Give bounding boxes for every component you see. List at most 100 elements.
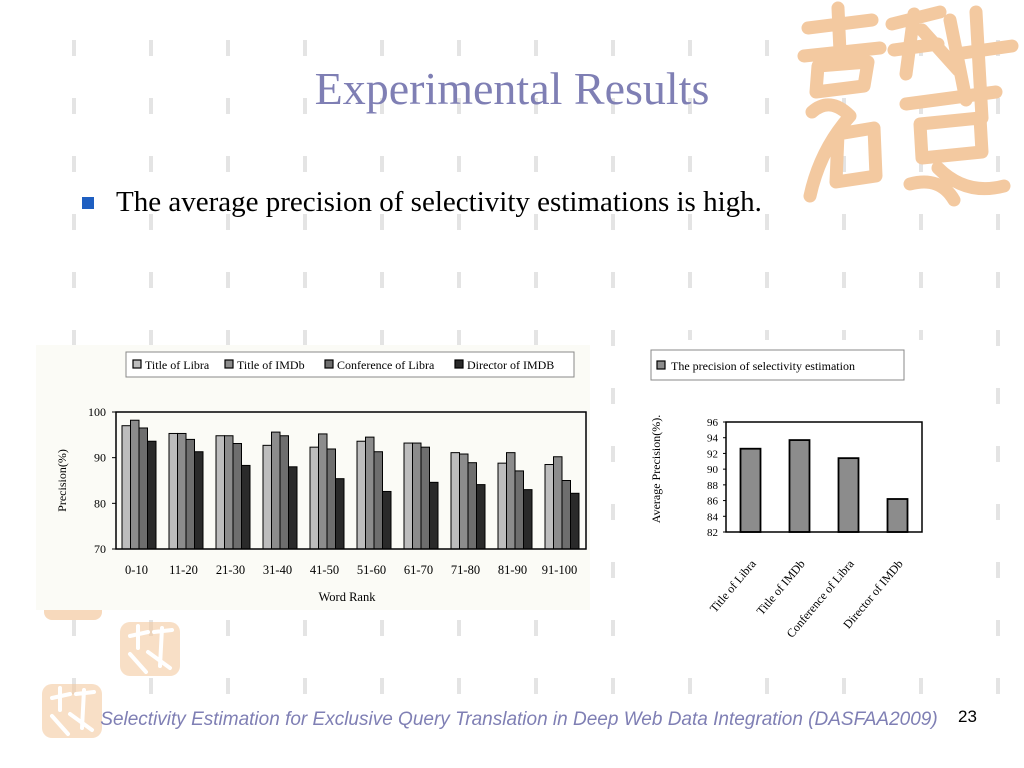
chart1-x-tick-label: 0-10 — [125, 563, 148, 577]
chart1-bar — [168, 432, 178, 550]
background-tick-mark — [996, 620, 1000, 636]
background-tick-mark — [303, 620, 307, 636]
background-tick-mark — [765, 98, 769, 114]
chart2-plot-frame — [725, 421, 923, 533]
background-tick-mark — [611, 562, 615, 578]
background-tick-mark — [842, 330, 846, 346]
background-tick-mark — [149, 272, 153, 288]
background-tick-mark — [996, 156, 1000, 172]
chart1-legend-entry: Conference of Libra — [324, 358, 435, 372]
chart1-bar — [279, 435, 289, 550]
background-tick-mark — [996, 562, 1000, 578]
chart1-bar — [514, 470, 524, 550]
background-tick-mark — [72, 40, 76, 56]
chart1-bar — [309, 446, 319, 550]
chart2-legend-label: The precision of selectivity estimation — [671, 359, 855, 373]
chart1-bar — [262, 444, 272, 550]
background-tick-mark — [380, 214, 384, 230]
background-tick-mark — [611, 388, 615, 404]
calligraphy-watermark — [797, 1, 1019, 207]
chart2-y-tick-label: 92 — [707, 448, 718, 460]
chart1-legend-swatch — [224, 359, 234, 369]
chart1-bar — [570, 492, 580, 550]
chart1-bar — [382, 490, 392, 550]
chart2-bar — [739, 447, 762, 533]
chart1-legend-label: Title of Libra — [145, 358, 210, 372]
background-tick-mark — [611, 214, 615, 230]
chart2-x-tick-label: Title of IMDb — [754, 557, 808, 618]
background-tick-mark — [611, 156, 615, 172]
background-tick-mark — [765, 40, 769, 56]
chart2-y-tick-label: 82 — [707, 527, 718, 539]
background-tick-mark — [534, 156, 538, 172]
chart1-x-tick-label: 91-100 — [542, 563, 577, 577]
chart2-bar — [837, 457, 860, 533]
chart1-x-tick-label: 51-60 — [357, 563, 386, 577]
chart2-y-tick-label: 96 — [707, 417, 719, 429]
chart1-bar — [177, 432, 187, 550]
chart1-bar — [459, 453, 469, 550]
background-tick-mark — [842, 214, 846, 230]
background-tick-mark — [457, 272, 461, 288]
footer-citation: Selectivity Estimation for Exclusive Que… — [100, 709, 938, 730]
chart1-bar — [232, 443, 242, 550]
chart1-legend-entry: Director of IMDB — [454, 358, 554, 372]
background-tick-mark — [611, 678, 615, 694]
background-tick-mark — [72, 330, 76, 346]
background-tick-mark — [72, 156, 76, 172]
background-tick-mark — [996, 446, 1000, 462]
background-tick-mark — [380, 678, 384, 694]
background-tick-mark — [688, 40, 692, 56]
chart2-bar — [788, 439, 811, 533]
background-tick-mark — [765, 214, 769, 230]
chart2-y-tick-label: 94 — [707, 433, 719, 445]
chart1-legend-swatch — [324, 359, 334, 369]
chart1-bar — [420, 446, 430, 550]
chart1-legend: Title of Libra Title of IMDb Conference of… — [125, 351, 575, 378]
background-tick-mark — [688, 678, 692, 694]
chart1-bar — [326, 448, 336, 550]
chart1-bar — [476, 484, 486, 550]
background-tick-mark — [149, 156, 153, 172]
background-tick-mark — [842, 272, 846, 288]
seal-stamp-middle — [120, 622, 180, 676]
background-tick-mark — [996, 330, 1000, 346]
chart2-legend-box — [650, 349, 905, 381]
chart1-bar — [147, 440, 157, 550]
bullet-text: The average precision of selectivity est… — [116, 186, 762, 218]
background-tick-mark — [611, 504, 615, 520]
chart2-x-tick-label: Title of Libra — [707, 556, 759, 615]
background-tick-mark — [226, 98, 230, 114]
background-tick-mark — [226, 40, 230, 56]
background-tick-mark — [611, 620, 615, 636]
background-tick-mark — [534, 98, 538, 114]
background-tick-mark — [996, 388, 1000, 404]
chart1-bar — [561, 480, 571, 550]
background-tick-mark — [842, 678, 846, 694]
background-tick-mark — [919, 214, 923, 230]
background-tick-mark — [72, 98, 76, 114]
background-tick-mark — [611, 330, 615, 346]
chart1-bar — [365, 436, 375, 550]
background-tick-mark — [226, 330, 230, 346]
chart1-bar — [497, 462, 507, 550]
background-tick-mark — [688, 272, 692, 288]
background-tick-mark — [457, 156, 461, 172]
chart1-legend-box — [125, 351, 575, 378]
chart1-legend-swatch — [132, 359, 142, 369]
chart1-legend-entry: Title of IMDb — [224, 358, 305, 372]
background-tick-mark — [534, 214, 538, 230]
background-tick-mark — [226, 678, 230, 694]
chart1-bar — [241, 464, 251, 550]
chart1-bar — [185, 438, 195, 550]
average-precision-chart-svg: The precision of selectivity estimation 8… — [649, 349, 923, 640]
background-tick-mark — [72, 214, 76, 230]
background-tick-mark — [72, 620, 76, 636]
chart1-legend-swatch — [454, 359, 464, 369]
background-tick-mark — [688, 330, 692, 346]
background-tick-mark — [534, 330, 538, 346]
background-tick-mark — [534, 678, 538, 694]
chart1-legend-label: Director of IMDB — [467, 358, 554, 372]
background-tick-mark — [919, 272, 923, 288]
background-tick-mark — [149, 98, 153, 114]
